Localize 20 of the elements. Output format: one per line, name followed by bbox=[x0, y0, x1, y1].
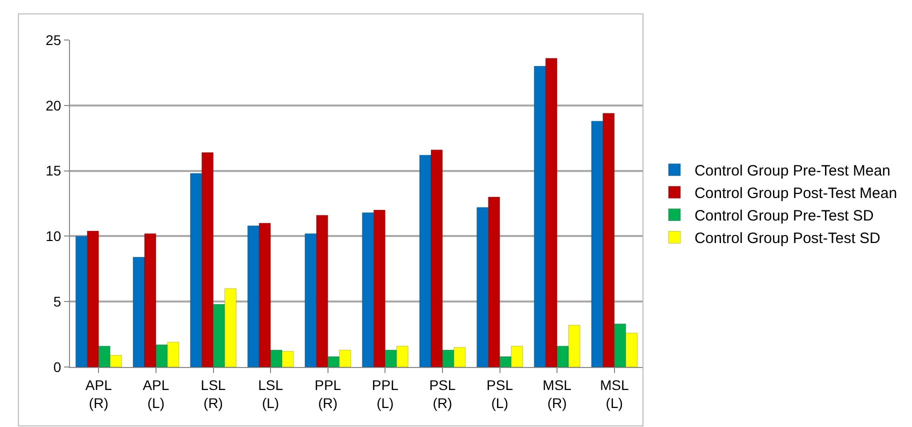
x-tick-label: PPL (R) bbox=[314, 376, 342, 411]
legend-label: Control Group Post-Test Mean bbox=[694, 185, 898, 202]
y-tick-label: 25 bbox=[46, 32, 62, 48]
x-tick-label: MSL (R) bbox=[542, 376, 572, 411]
y-tick-label: 20 bbox=[46, 97, 62, 114]
legend-label: Control Group Post-Test SD bbox=[694, 230, 881, 248]
y-tick-label: 15 bbox=[46, 162, 62, 179]
y-tick-label: 10 bbox=[46, 228, 62, 244]
x-tick-label: PSL (R) bbox=[429, 376, 456, 411]
legend-label: Control Group Pre-Test SD bbox=[694, 208, 874, 225]
legend-label: Control Group Pre-Test Mean bbox=[694, 162, 890, 180]
x-tick-label: PSL (L) bbox=[486, 376, 514, 411]
x-tick-label: MSL (L) bbox=[600, 376, 629, 411]
x-tick-label: LSL (R) bbox=[200, 376, 226, 411]
x-tick-label: PPL (L) bbox=[372, 376, 399, 411]
x-tick-label: LSL (L) bbox=[258, 376, 284, 411]
x-tick-label: APL (L) bbox=[142, 376, 170, 411]
y-tick-label: 5 bbox=[53, 294, 62, 310]
y-tick-label: 0 bbox=[53, 358, 62, 375]
x-tick-label: APL (R) bbox=[85, 376, 112, 411]
